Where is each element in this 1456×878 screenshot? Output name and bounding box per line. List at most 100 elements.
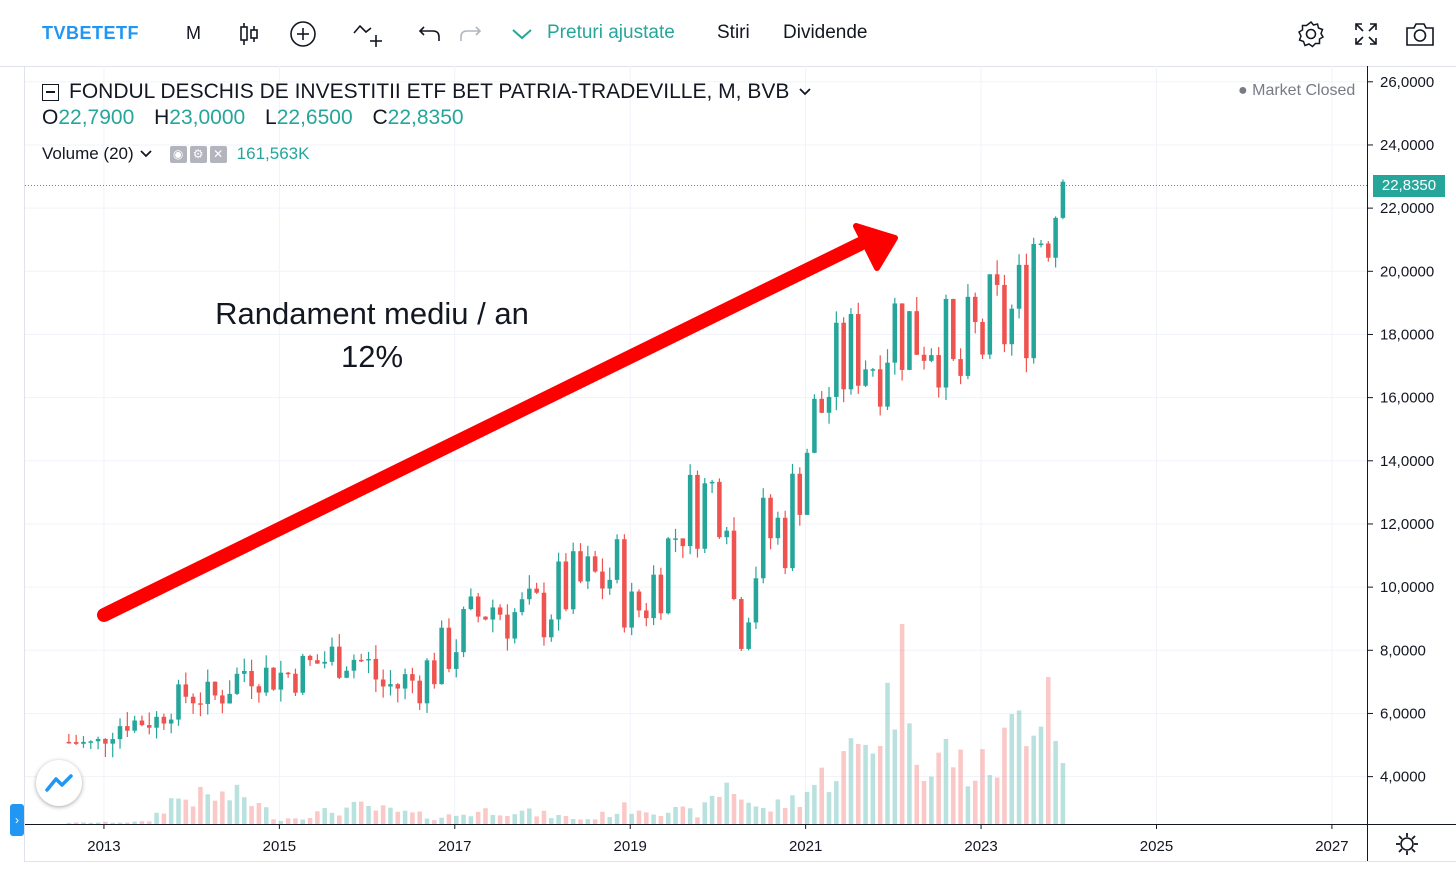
volume-bar: [578, 819, 583, 824]
expand-panel-icon[interactable]: ›: [10, 804, 24, 836]
camera-icon[interactable]: [1404, 18, 1436, 50]
candle-body: [673, 538, 678, 540]
series-title[interactable]: FONDUL DESCHIS DE INVESTITII ETF BET PAT…: [69, 80, 790, 103]
dividends-button[interactable]: Dividende: [783, 22, 868, 43]
news-button[interactable]: Stiri: [717, 22, 750, 43]
gear-icon[interactable]: ⚙: [189, 145, 207, 163]
low-value: 22,6500: [276, 106, 353, 129]
y-tick-label: 8,0000: [1380, 642, 1426, 659]
candle-body: [234, 673, 240, 694]
candle-body: [885, 362, 890, 407]
volume-bar: [395, 811, 401, 824]
axis-settings-icon: [1396, 833, 1418, 855]
candle-body: [1031, 243, 1036, 359]
candle-body: [373, 658, 379, 680]
candle-body: [103, 738, 108, 744]
volume-bar: [980, 749, 985, 824]
candle-body: [600, 571, 605, 589]
volume-bar: [373, 810, 379, 824]
volume-bar: [673, 806, 678, 824]
volume-bar: [212, 800, 218, 824]
candle-body: [505, 614, 510, 639]
candle-body: [125, 726, 130, 731]
candle-body: [490, 607, 496, 620]
x-tick-label: 2017: [438, 838, 471, 855]
symbol-search-button[interactable]: TVBETETF: [42, 22, 139, 43]
volume-bar: [505, 815, 510, 824]
volume-bar: [351, 801, 357, 824]
volume-bar: [658, 816, 664, 824]
volume-bar: [629, 813, 634, 824]
y-tick-label: 18,0000: [1380, 326, 1434, 343]
volume-bar: [1031, 735, 1036, 824]
tradingview-logo-icon[interactable]: [36, 760, 82, 806]
volume-bar: [417, 811, 422, 824]
volume-bar: [300, 819, 306, 824]
candle-body: [753, 578, 759, 623]
candle-body: [1016, 264, 1022, 309]
volume-bar: [636, 810, 642, 824]
candle-body: [994, 274, 1000, 285]
volume-bar: [125, 822, 130, 824]
candle-body: [351, 659, 357, 671]
volume-bar: [483, 808, 488, 824]
volume-bar: [220, 791, 225, 824]
candle-body: [848, 314, 854, 390]
redo-icon[interactable]: [454, 18, 486, 50]
collapse-legend-icon[interactable]: [42, 83, 59, 101]
add-indicator-icon[interactable]: [287, 18, 319, 50]
volume-bar: [439, 817, 444, 824]
volume-bar: [958, 749, 963, 824]
volume-bar: [527, 808, 532, 824]
candle-body: [724, 530, 729, 538]
volume-bar: [329, 812, 335, 824]
volume-bar: [519, 810, 525, 824]
volume-bar: [154, 812, 159, 824]
candle-body: [315, 660, 320, 664]
candle-body: [578, 551, 583, 582]
volume-bar: [190, 806, 196, 824]
volume-bar: [994, 777, 1000, 824]
annotation-line-1: Randament mediu / an: [215, 296, 529, 331]
candle-body: [439, 627, 444, 685]
candle-body: [139, 720, 145, 726]
candle-body: [739, 599, 744, 649]
candle-body: [278, 672, 284, 690]
interval-button[interactable]: M: [186, 22, 201, 43]
low-label: L: [265, 106, 277, 129]
settings-icon[interactable]: [1295, 18, 1327, 50]
candle-body: [592, 556, 598, 572]
eye-icon[interactable]: ◉: [169, 145, 187, 163]
candle-body: [607, 579, 613, 589]
high-value: 23,0000: [169, 106, 246, 129]
volume-bar: [146, 821, 152, 824]
candle-body: [300, 655, 306, 693]
volume-bar: [899, 624, 905, 824]
volume-bar: [366, 805, 371, 824]
candle-body: [322, 661, 327, 664]
volume-bar: [1002, 727, 1007, 824]
volume-bar: [570, 819, 576, 824]
candles-icon[interactable]: [233, 18, 265, 50]
candle-body: [73, 742, 79, 744]
candle-body: [263, 667, 269, 693]
close-icon[interactable]: ✕: [209, 145, 227, 163]
volume-study-label[interactable]: Volume (20): [42, 144, 134, 163]
x-tick-label: 2027: [1315, 838, 1348, 855]
volume-bar: [1038, 726, 1044, 824]
undo-icon[interactable]: [414, 18, 446, 50]
volume-bar: [388, 807, 393, 824]
text-annotation[interactable]: Randament mediu / an 12%: [192, 292, 552, 378]
compare-icon[interactable]: [352, 18, 384, 50]
candle-body: [117, 726, 123, 740]
fullscreen-icon[interactable]: [1350, 18, 1382, 50]
candle-body: [198, 703, 203, 705]
volume-bar: [117, 822, 123, 824]
volume-bar: [775, 799, 781, 824]
volume-bar: [205, 794, 211, 824]
candle-body: [527, 588, 532, 600]
chevron-down-icon[interactable]: [506, 18, 538, 50]
candle-body: [775, 517, 781, 539]
adjusted-prices-toggle[interactable]: Preturi ajustate: [547, 22, 675, 43]
